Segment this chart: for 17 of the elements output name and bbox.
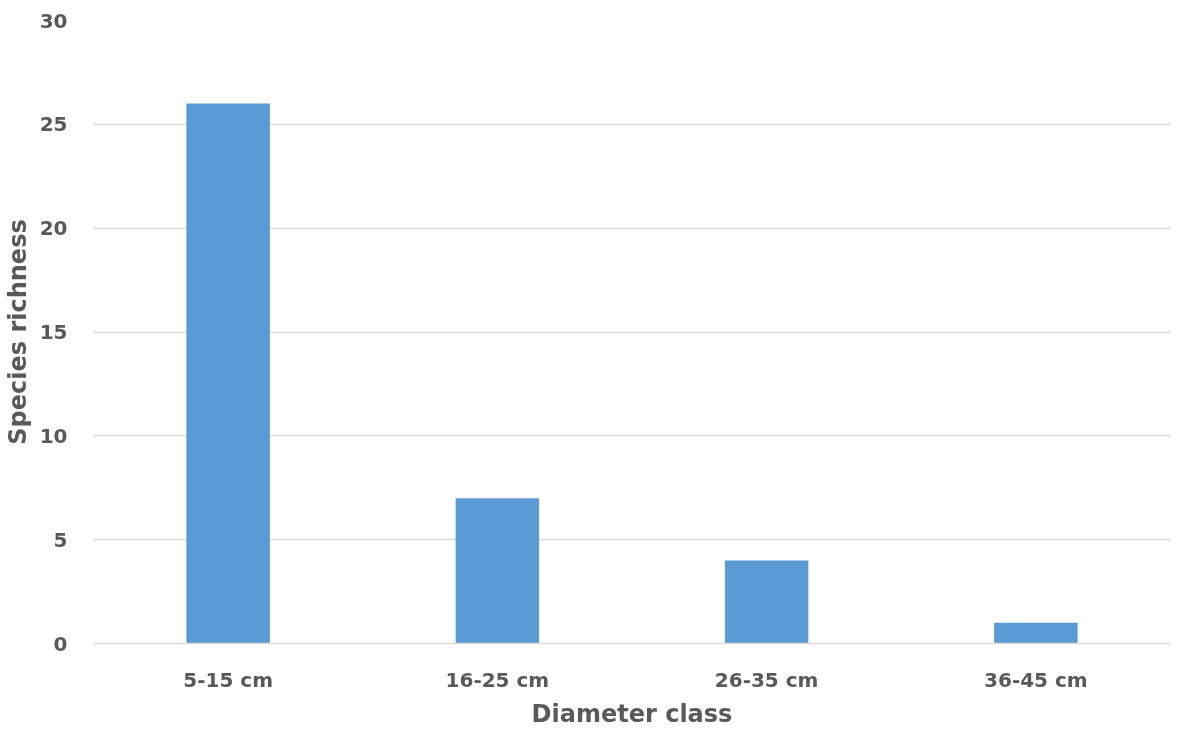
y-tick-label: 10	[39, 423, 68, 448]
x-tick-label: 5-15 cm	[183, 667, 273, 692]
y-tick-label: 5	[53, 527, 68, 552]
y-tick-label: 20	[39, 216, 68, 241]
bar	[455, 498, 540, 644]
bar	[994, 622, 1078, 644]
x-tick-label: 16-25 cm	[445, 667, 550, 692]
y-tick-label: 15	[39, 320, 68, 344]
bar	[724, 560, 809, 644]
y-tick-label: 30	[39, 8, 68, 33]
y-axis-title: Species richness	[3, 219, 32, 445]
bar	[186, 103, 270, 644]
x-tick-label: 36-45 cm	[984, 667, 1088, 692]
y-tick-label: 25	[39, 112, 68, 137]
x-tick-label: 26-35 cm	[714, 667, 819, 692]
x-axis-title: Diameter class	[531, 699, 733, 728]
y-tick-label: 0	[53, 631, 68, 656]
